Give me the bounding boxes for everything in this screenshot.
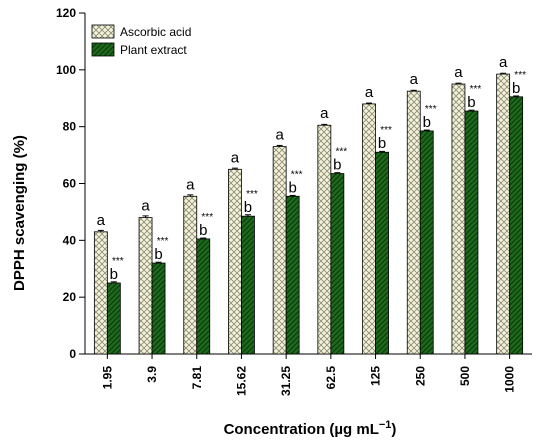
bar-ascorbic-acid [406, 90, 421, 355]
y-tick-label: 0 [69, 347, 76, 361]
y-tick-label: 80 [63, 120, 77, 134]
x-tick-label: 1000 [503, 366, 517, 393]
bar-plant-extract [419, 130, 434, 355]
legend-swatch-ascorbic-acid [91, 24, 115, 39]
label-letter-plant-extract: b [512, 80, 520, 97]
significance-mark: *** [201, 212, 213, 223]
significance-mark: *** [246, 189, 258, 200]
bar-plant-extract [151, 262, 166, 355]
bar-plant-extract [241, 215, 255, 355]
x-axis-title-main: Concentration (µg mL [224, 421, 379, 438]
y-tick-label: 120 [56, 6, 76, 20]
bar-plant-extract [196, 238, 211, 355]
bar-ascorbic-acid [496, 73, 511, 355]
bars [93, 72, 524, 355]
label-letter-plant-extract: b [288, 179, 296, 196]
label-letter-plant-extract: b [423, 114, 431, 131]
label-letter-ascorbic-acid: a [410, 71, 419, 88]
significance-mark: *** [514, 70, 526, 81]
label-letter-ascorbic-acid: a [365, 84, 374, 101]
y-tick-label: 60 [63, 177, 77, 191]
x-tick-label: 125 [369, 366, 383, 386]
x-tick-label: 500 [458, 366, 472, 386]
label-letter-ascorbic-acid: a [231, 149, 240, 166]
legend-swatch-plant-extract [91, 42, 115, 57]
bar-ascorbic-acid [93, 231, 108, 355]
axes: 0 20 40 60 80 100 120 1.95 3.9 7.81 15.62 31.25 62.5… [56, 6, 532, 396]
bar-plant-extract [285, 195, 300, 355]
bar-ascorbic-acid [362, 103, 376, 355]
legend: Ascorbic acid Plant extract [91, 24, 191, 57]
label-letter-plant-extract: b [467, 94, 475, 111]
x-tick-label: 31.25 [279, 366, 293, 396]
significance-mark: *** [425, 104, 437, 115]
x-tick-label: 15.62 [234, 366, 248, 396]
x-axis-title-close: ) [391, 421, 396, 438]
bar-plant-extract [106, 282, 121, 355]
x-tick-label: 7.81 [190, 366, 204, 390]
bar-annotations: ab***ab***ab***ab***ab***ab***ab***ab***… [97, 54, 526, 283]
bar-plant-extract [330, 173, 345, 355]
x-tick-label: 3.9 [145, 366, 159, 383]
label-letter-ascorbic-acid: a [454, 64, 463, 81]
label-letter-plant-extract: b [333, 157, 341, 174]
bar-ascorbic-acid [272, 146, 287, 355]
x-tick-label: 62.5 [324, 366, 338, 390]
label-letter-ascorbic-acid: a [141, 198, 150, 215]
x-tick-label: 250 [413, 366, 427, 386]
label-letter-plant-extract: b [154, 246, 162, 263]
label-letter-ascorbic-acid: a [186, 176, 195, 193]
significance-mark: *** [157, 236, 169, 247]
label-letter-plant-extract: b [199, 222, 207, 239]
y-tick-label: 100 [56, 63, 76, 77]
y-axis-title: DPPH scavenging (%) [11, 135, 28, 291]
bar-plant-extract [375, 151, 389, 355]
label-letter-ascorbic-acid: a [97, 212, 106, 229]
label-letter-ascorbic-acid: a [320, 105, 329, 122]
bar-ascorbic-acid [183, 195, 198, 355]
bar-ascorbic-acid [228, 168, 242, 355]
legend-label-plant-extract: Plant extract [120, 43, 187, 57]
significance-mark: *** [470, 84, 482, 95]
label-letter-ascorbic-acid: a [499, 54, 508, 71]
bar-plant-extract [509, 96, 524, 355]
significance-mark: *** [336, 147, 348, 158]
bar-ascorbic-acid [451, 83, 466, 355]
label-letter-plant-extract: b [110, 266, 118, 283]
x-axis-title-superscript: −1 [379, 419, 392, 431]
x-tick-label: 1.95 [100, 366, 114, 390]
bar-ascorbic-acid [138, 217, 153, 355]
bar-ascorbic-acid [317, 124, 332, 355]
significance-mark: *** [112, 256, 124, 267]
legend-label-ascorbic-acid: Ascorbic acid [120, 25, 191, 39]
label-letter-ascorbic-acid: a [275, 127, 284, 144]
y-tick-label: 40 [63, 233, 77, 247]
y-tick-label: 20 [63, 290, 77, 304]
label-letter-plant-extract: b [378, 135, 386, 152]
label-letter-plant-extract: b [244, 199, 252, 216]
significance-mark: *** [291, 169, 303, 180]
significance-mark: *** [380, 125, 392, 136]
bar-plant-extract [464, 110, 479, 355]
x-axis-title: Concentration (µg mL−1) [224, 419, 397, 438]
